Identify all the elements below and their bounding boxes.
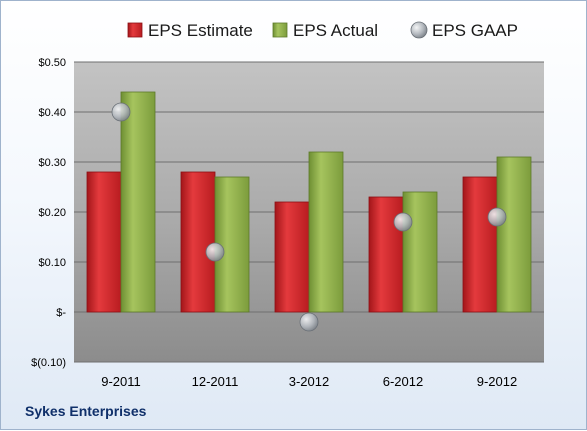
legend: EPS Estimate EPS Actual EPS GAAP xyxy=(127,21,518,40)
bar-eps-estimate xyxy=(462,176,498,313)
y-tick-label: $- xyxy=(56,307,66,319)
y-tick-label: $0.20 xyxy=(38,207,66,219)
point-eps-gaap xyxy=(487,207,507,227)
legend-label: EPS Estimate xyxy=(148,21,253,40)
point-eps-gaap xyxy=(299,312,319,332)
bar-eps-estimate xyxy=(180,171,216,313)
bar-eps-estimate xyxy=(274,201,310,313)
x-tick-label: 9-2012 xyxy=(477,374,517,389)
x-tick-label: 3-2012 xyxy=(289,374,329,389)
gaap-points xyxy=(111,102,507,332)
legend-swatch xyxy=(410,21,428,39)
x-tick-label: 12-2011 xyxy=(192,374,239,389)
legend-item: EPS GAAP xyxy=(410,21,518,40)
x-tick-label: 9-2011 xyxy=(101,374,141,389)
y-tick-label: $(0.10) xyxy=(31,357,66,369)
legend-swatch xyxy=(272,22,288,38)
point-eps-gaap xyxy=(393,212,413,232)
bar-eps-actual xyxy=(120,91,156,313)
legend-label: EPS GAAP xyxy=(432,21,518,40)
y-axis-ticks: $0.50 $0.40 $0.30 $0.20 $0.10 $- $(0.10) xyxy=(31,57,66,369)
y-tick-label: $0.30 xyxy=(38,157,66,169)
x-axis-ticks: 9-2011 12-2011 3-2012 6-2012 9-2012 xyxy=(101,374,517,389)
legend-swatch xyxy=(127,22,143,38)
bar-eps-actual xyxy=(308,151,344,313)
bars xyxy=(86,91,532,313)
point-eps-gaap xyxy=(205,242,225,262)
x-tick-label: 6-2012 xyxy=(383,374,423,389)
company-name: Sykes Enterprises xyxy=(25,403,147,419)
bar-eps-estimate xyxy=(86,171,122,313)
y-tick-label: $0.50 xyxy=(38,57,66,69)
y-tick-label: $0.10 xyxy=(38,257,66,269)
y-tick-label: $0.40 xyxy=(38,107,66,119)
legend-item: EPS Actual xyxy=(272,21,378,40)
bar-eps-actual xyxy=(496,156,532,313)
legend-item: EPS Estimate xyxy=(127,21,253,40)
point-eps-gaap xyxy=(111,102,131,122)
bar-eps-actual xyxy=(402,191,438,313)
legend-label: EPS Actual xyxy=(293,21,378,40)
